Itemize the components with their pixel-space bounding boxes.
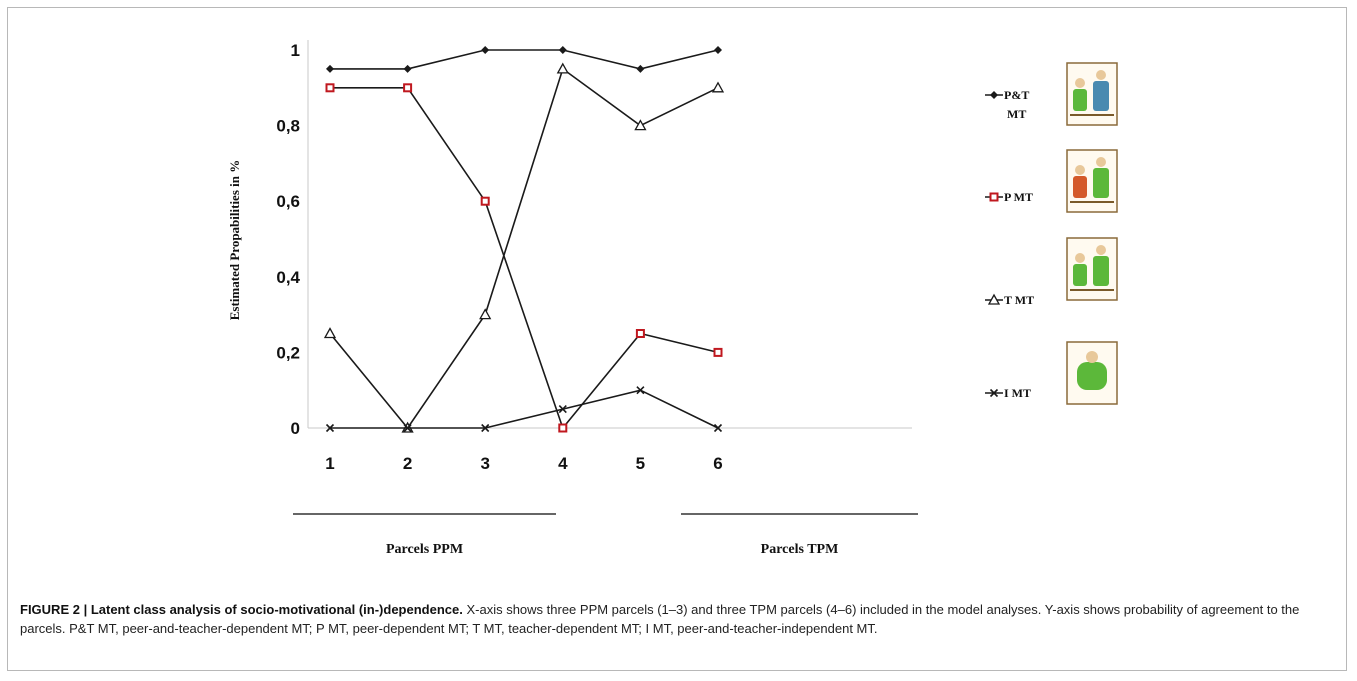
legend-label: P&T [1004,88,1029,102]
person-shape [1077,362,1107,390]
person-head [1086,351,1098,363]
data-point [558,46,567,54]
data-point [403,83,413,93]
person-shape [1093,168,1109,198]
data-point [325,423,335,433]
data-point [480,196,490,206]
legend-marker [989,192,999,202]
data-point [636,386,645,395]
person-shape [1093,81,1109,111]
y-axis-label: Estimated Propabilities in % [227,160,242,320]
series-p-t-mt [326,46,722,73]
y-tick-label: 0 [291,419,300,438]
parcel-group-label: Parcels TPM [761,542,839,557]
chart-series [323,46,725,433]
legend-item: P&T MT [985,62,1118,126]
x-tick-label: 3 [480,454,489,473]
data-point [558,423,568,433]
chart-legend: P&T MT P MT T MT I MT [985,62,1118,405]
data-point [714,46,722,54]
data-point [556,62,569,74]
series-line [330,389,719,429]
data-point [481,423,490,433]
x-tick-label: 6 [713,454,722,473]
x-tick-label: 5 [636,454,645,473]
data-point [479,308,492,320]
parcel-groups: Parcels PPM Parcels TPM [293,513,918,557]
y-tick-label: 0,2 [276,343,300,362]
x-tick-label: 4 [558,454,568,473]
line-chart: 0 0,2 0,4 0,6 0,8 1 1 2 3 4 5 6 Estimated Propabilit… [227,40,1118,557]
legend-label: MT [1007,107,1026,121]
parcel-group-label: Parcels PPM [386,542,463,557]
data-point [326,64,334,73]
person-head [1075,165,1085,175]
legend-picture-4 [1066,341,1118,405]
series-line [330,49,719,70]
data-point [713,347,723,357]
person-head [1096,245,1106,255]
data-point [636,64,645,73]
x-tick-label: 1 [325,454,334,473]
legend-item: P MT [985,149,1118,213]
legend-label: T MT [1004,293,1034,307]
data-point [403,64,412,73]
y-tick-label: 0,6 [276,192,300,211]
caption-label: FIGURE 2 | Latent class analysis of soci… [20,602,463,617]
figure-frame [7,7,1347,671]
legend-marker [989,388,999,398]
caption-text: X-axis shows three PPM parcels (1–3) and… [20,602,1300,636]
legend-label: P MT [1004,190,1033,204]
data-point [711,81,725,93]
legend-item: T MT [985,237,1118,307]
x-tick-label: 2 [403,454,412,473]
person-shape [1073,176,1087,198]
series-t-mt [323,62,725,433]
data-point [403,423,412,433]
series-line [329,67,719,430]
legend-picture-3 [1066,237,1118,301]
legend-label: I MT [1004,386,1031,400]
legend-marker [990,91,998,99]
person-head [1075,253,1085,263]
legend-item: I MT [985,341,1118,405]
series-line [330,87,719,430]
person-head [1075,78,1085,88]
data-point [481,46,490,54]
y-tick-label: 1 [291,41,300,60]
person-head [1096,157,1106,167]
series-i-mt [325,386,723,433]
legend-marker [987,293,1001,305]
figure-caption: FIGURE 2 | Latent class analysis of soci… [20,600,1338,638]
person-shape [1093,256,1109,286]
person-shape [1073,264,1087,286]
data-point [713,423,723,433]
data-point [325,83,335,93]
legend-picture-1 [1066,62,1118,126]
data-point [558,405,567,414]
data-point [323,327,337,339]
y-tick-label: 0,4 [276,268,300,287]
y-tick-label: 0,8 [276,117,300,136]
data-point [634,119,647,131]
person-shape [1073,89,1087,111]
series-p-mt [325,83,723,433]
person-head [1096,70,1106,80]
legend-picture-2 [1066,149,1118,213]
data-point [635,329,645,338]
